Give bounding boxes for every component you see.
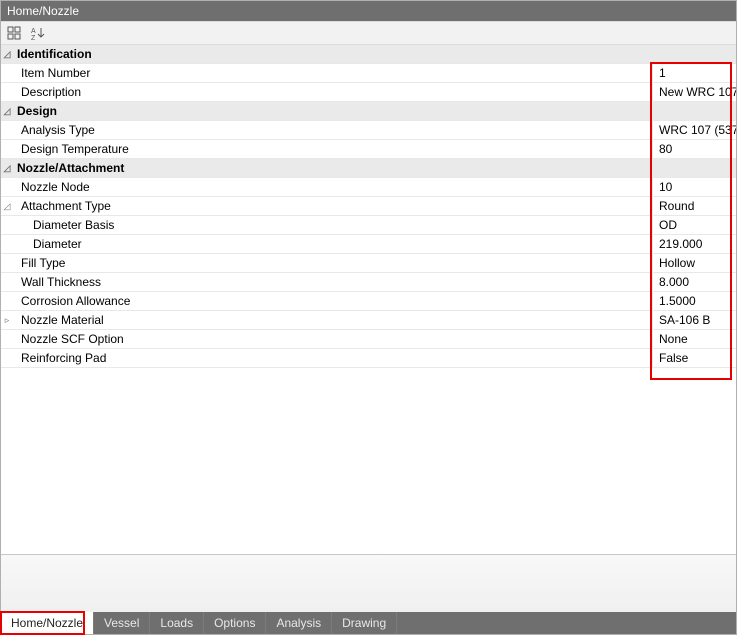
svg-text:Z: Z [31, 35, 36, 40]
row-nozzle-node[interactable]: Nozzle Node 10 [1, 178, 736, 197]
prop-label: Attachment Type [17, 197, 653, 215]
spacer [1, 292, 13, 310]
spacer [1, 178, 13, 196]
prop-value[interactable]: 1.5000 [653, 292, 736, 310]
expand-icon[interactable]: ◿ [1, 102, 13, 120]
prop-value[interactable]: WRC 107 (537) [653, 121, 736, 139]
expand-icon[interactable]: ◿ [1, 197, 13, 215]
indent [13, 216, 29, 234]
prop-label: Item Number [17, 64, 653, 82]
prop-value[interactable]: False [653, 349, 736, 367]
prop-value[interactable]: 1 [653, 64, 736, 82]
section-label: Identification [13, 45, 736, 63]
section-label: Design [13, 102, 736, 120]
row-analysis-type[interactable]: Analysis Type WRC 107 (537) [1, 121, 736, 140]
row-design-temperature[interactable]: Design Temperature 80 [1, 140, 736, 159]
prop-value[interactable]: Round [653, 197, 736, 215]
prop-label: Nozzle Material [17, 311, 653, 329]
row-reinforcing-pad[interactable]: Reinforcing Pad False [1, 349, 736, 368]
spacer [1, 235, 13, 253]
prop-label: Analysis Type [17, 121, 653, 139]
tab-options[interactable]: Options [204, 612, 266, 634]
property-grid: ◿ Identification Item Number 1 Descripti… [1, 45, 736, 368]
titlebar: Home/Nozzle [1, 1, 736, 21]
categorized-view-button[interactable] [5, 24, 23, 42]
prop-value[interactable]: OD [653, 216, 736, 234]
spacer [1, 121, 13, 139]
row-wall-thickness[interactable]: Wall Thickness 8.000 [1, 273, 736, 292]
row-corrosion-allowance[interactable]: Corrosion Allowance 1.5000 [1, 292, 736, 311]
section-label: Nozzle/Attachment [13, 159, 736, 177]
prop-label: Reinforcing Pad [17, 349, 653, 367]
section-nozzle[interactable]: ◿ Nozzle/Attachment [1, 159, 736, 178]
prop-label: Corrosion Allowance [17, 292, 653, 310]
window-title: Home/Nozzle [7, 4, 79, 18]
prop-value[interactable]: SA-106 B [653, 311, 736, 329]
row-item-number[interactable]: Item Number 1 [1, 64, 736, 83]
row-nozzle-material[interactable]: ▹ Nozzle Material SA-106 B [1, 311, 736, 330]
tab-home-nozzle[interactable]: Home/Nozzle [1, 612, 94, 634]
toolbar: AZ [1, 21, 736, 45]
prop-value[interactable]: 8.000 [653, 273, 736, 291]
tabbar: Home/Nozzle Vessel Loads Options Analysi… [1, 612, 736, 634]
property-grid-container: ◿ Identification Item Number 1 Descripti… [1, 45, 736, 554]
window-root: Home/Nozzle AZ ◿ Identification Item Num… [0, 0, 737, 635]
spacer [1, 64, 13, 82]
prop-value[interactable]: None [653, 330, 736, 348]
prop-label: Wall Thickness [17, 273, 653, 291]
expand-icon[interactable]: ◿ [1, 159, 13, 177]
expand-icon[interactable]: ▹ [1, 311, 13, 329]
row-description[interactable]: Description New WRC 107(537) [1, 83, 736, 102]
row-diameter-basis[interactable]: Diameter Basis OD [1, 216, 736, 235]
spacer [1, 273, 13, 291]
spacer [1, 330, 13, 348]
prop-value[interactable]: 80 [653, 140, 736, 158]
prop-label: Diameter [29, 235, 653, 253]
row-attachment-type[interactable]: ◿ Attachment Type Round [1, 197, 736, 216]
description-pane [1, 554, 736, 612]
prop-value[interactable]: Hollow [653, 254, 736, 272]
tab-analysis[interactable]: Analysis [266, 612, 332, 634]
spacer [1, 83, 13, 101]
svg-text:A: A [31, 28, 36, 35]
spacer [1, 349, 13, 367]
prop-label: Nozzle Node [17, 178, 653, 196]
prop-value[interactable]: New WRC 107(537) [653, 83, 736, 101]
prop-label: Design Temperature [17, 140, 653, 158]
sort-az-button[interactable]: AZ [29, 24, 47, 42]
prop-label: Nozzle SCF Option [17, 330, 653, 348]
spacer [1, 216, 13, 234]
indent [13, 235, 29, 253]
spacer [1, 254, 13, 272]
prop-label: Description [17, 83, 653, 101]
section-identification[interactable]: ◿ Identification [1, 45, 736, 64]
expand-icon[interactable]: ◿ [1, 45, 13, 63]
prop-value[interactable]: 10 [653, 178, 736, 196]
row-scf-option[interactable]: Nozzle SCF Option None [1, 330, 736, 349]
tab-vessel[interactable]: Vessel [94, 612, 150, 634]
prop-label: Diameter Basis [29, 216, 653, 234]
tab-loads[interactable]: Loads [150, 612, 204, 634]
prop-label: Fill Type [17, 254, 653, 272]
spacer [1, 140, 13, 158]
prop-value[interactable]: 219.000 [653, 235, 736, 253]
tab-drawing[interactable]: Drawing [332, 612, 397, 634]
section-design[interactable]: ◿ Design [1, 102, 736, 121]
row-diameter[interactable]: Diameter 219.000 [1, 235, 736, 254]
row-fill-type[interactable]: Fill Type Hollow [1, 254, 736, 273]
